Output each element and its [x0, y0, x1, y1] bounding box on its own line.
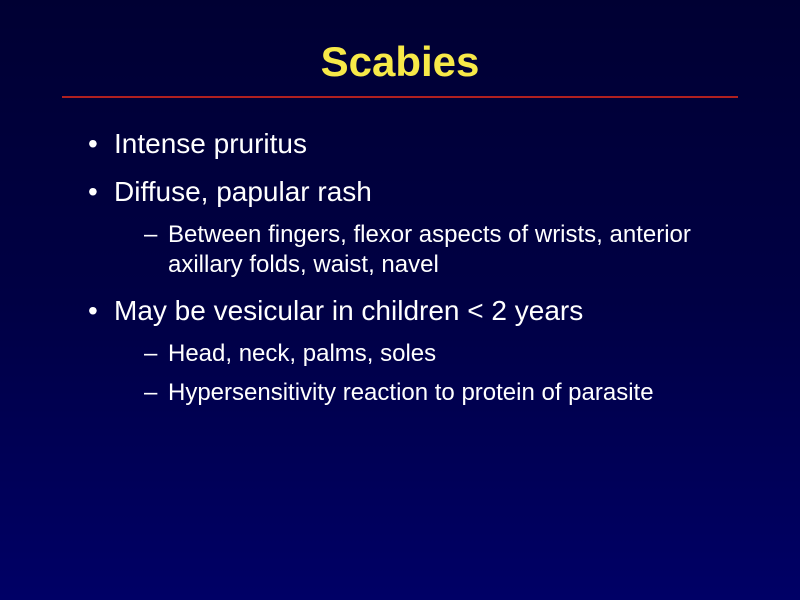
bullet-list: Intense pruritus Diffuse, papular rash B… [60, 126, 740, 408]
list-item: Intense pruritus [88, 126, 740, 162]
bullet-text: Intense pruritus [114, 128, 307, 159]
sub-list-item: Head, neck, palms, soles [144, 339, 740, 370]
list-item: May be vesicular in children < 2 years H… [88, 293, 740, 408]
sub-list: Head, neck, palms, soles Hypersensitivit… [114, 339, 740, 408]
sub-list-item: Hypersensitivity reaction to protein of … [144, 378, 740, 409]
sub-list: Between fingers, flexor aspects of wrist… [114, 220, 740, 281]
bullet-text: Diffuse, papular rash [114, 176, 372, 207]
sub-list-item: Between fingers, flexor aspects of wrist… [144, 220, 740, 281]
bullet-text: Hypersensitivity reaction to protein of … [168, 379, 654, 406]
list-item: Diffuse, papular rash Between fingers, f… [88, 174, 740, 281]
slide: Scabies Intense pruritus Diffuse, papula… [0, 0, 800, 600]
slide-title: Scabies [60, 38, 740, 86]
title-rule [62, 96, 738, 98]
bullet-text: Between fingers, flexor aspects of wrist… [168, 221, 691, 279]
bullet-text: May be vesicular in children < 2 years [114, 295, 583, 326]
bullet-text: Head, neck, palms, soles [168, 340, 436, 367]
